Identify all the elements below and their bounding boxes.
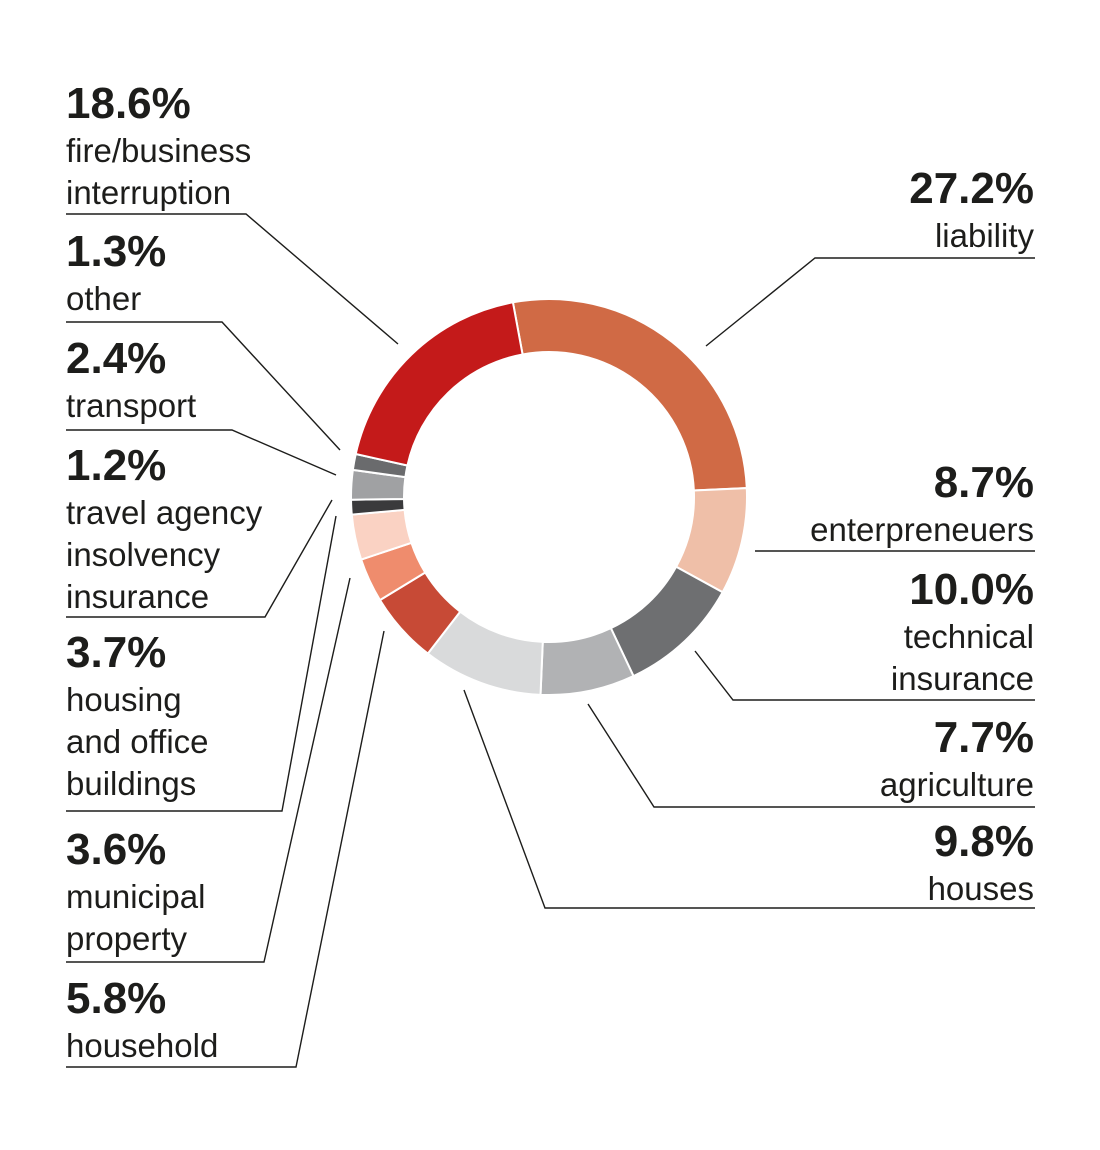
donut-slices	[350, 298, 748, 696]
label-liability: 27.2% liability	[909, 164, 1034, 254]
category-label-municipal-property-line-1: municipal	[66, 878, 205, 915]
leader-lines	[66, 213, 1035, 1068]
label-municipal-property: 3.6% municipal property	[66, 825, 205, 957]
value-label-liability: 27.2%	[909, 164, 1034, 213]
label-travel-agency-insolvency-insurance: 1.2% travel agency insolvency insurance	[66, 441, 263, 615]
category-label-enterpreneuers-line-1: enterpreneuers	[810, 511, 1034, 548]
label-housing-and-office-buildings: 3.7% housing and office buildings	[66, 628, 209, 802]
label-technical-insurance: 10.0% technical insurance	[891, 565, 1034, 697]
category-label-municipal-property-line-2: property	[66, 920, 188, 957]
leader-line-travel-agency-insolvency-insurance	[66, 499, 333, 618]
category-label-technical-insurance-line-1: technical	[904, 618, 1034, 655]
label-other: 1.3% other	[66, 227, 166, 317]
value-label-agriculture: 7.7%	[934, 713, 1034, 762]
leader-line-agriculture	[587, 703, 1035, 808]
label-household: 5.8% household	[66, 974, 218, 1064]
leader-line-fire-business-interruption	[66, 213, 399, 345]
label-enterpreneuers: 8.7% enterpreneuers	[810, 458, 1034, 548]
value-label-transport: 2.4%	[66, 334, 166, 383]
slice-technical-insurance	[609, 565, 724, 678]
value-label-housing-and-office-buildings: 3.7%	[66, 628, 166, 677]
leader-line-houses	[463, 689, 1035, 909]
label-transport: 2.4% transport	[66, 334, 196, 424]
category-label-liability-line-1: liability	[935, 217, 1035, 254]
category-label-agriculture-line-1: agriculture	[880, 766, 1034, 803]
value-label-enterpreneuers: 8.7%	[934, 458, 1034, 507]
value-label-houses: 9.8%	[934, 817, 1034, 866]
value-label-fire-business-interruption: 18.6%	[66, 79, 191, 128]
category-label-housing-and-office-buildings-line-3: buildings	[66, 765, 196, 802]
category-label-fire-business-interruption-line-2: interruption	[66, 174, 231, 211]
value-label-technical-insurance: 10.0%	[909, 565, 1034, 614]
category-label-houses-line-1: houses	[928, 870, 1034, 907]
category-label-household-line-1: household	[66, 1027, 218, 1064]
category-label-technical-insurance-line-2: insurance	[891, 660, 1034, 697]
leader-line-transport	[66, 429, 337, 476]
category-label-travel-agency-insolvency-insurance-line-3: insurance	[66, 578, 209, 615]
leader-line-other	[66, 321, 341, 451]
leader-line-housing-and-office-buildings	[66, 515, 337, 812]
category-label-housing-and-office-buildings-line-2: and office	[66, 723, 209, 760]
category-label-other-line-1: other	[66, 280, 141, 317]
value-label-other: 1.3%	[66, 227, 166, 276]
slice-liability	[511, 298, 748, 492]
category-label-transport-line-1: transport	[66, 387, 196, 424]
category-label-travel-agency-insolvency-insurance-line-2: insolvency	[66, 536, 221, 573]
label-agriculture: 7.7% agriculture	[880, 713, 1034, 803]
category-label-travel-agency-insolvency-insurance-line-1: travel agency	[66, 494, 263, 531]
slice-labels: 27.2% liability 8.7% enterpreneuers 10.0% tec…	[66, 79, 1034, 1064]
category-label-fire-business-interruption-line-1: fire/business	[66, 132, 251, 169]
value-label-travel-agency-insolvency-insurance: 1.2%	[66, 441, 166, 490]
value-label-household: 5.8%	[66, 974, 166, 1023]
leader-line-household	[66, 630, 385, 1068]
category-label-housing-and-office-buildings-line-1: housing	[66, 681, 182, 718]
value-label-municipal-property: 3.6%	[66, 825, 166, 874]
label-fire-business-interruption: 18.6% fire/business interruption	[66, 79, 251, 211]
leader-line-municipal-property	[66, 577, 351, 963]
label-houses: 9.8% houses	[928, 817, 1034, 907]
leader-line-liability	[705, 257, 1035, 347]
leader-line-technical-insurance	[694, 650, 1035, 701]
slice-fire-business-interruption	[354, 301, 524, 467]
